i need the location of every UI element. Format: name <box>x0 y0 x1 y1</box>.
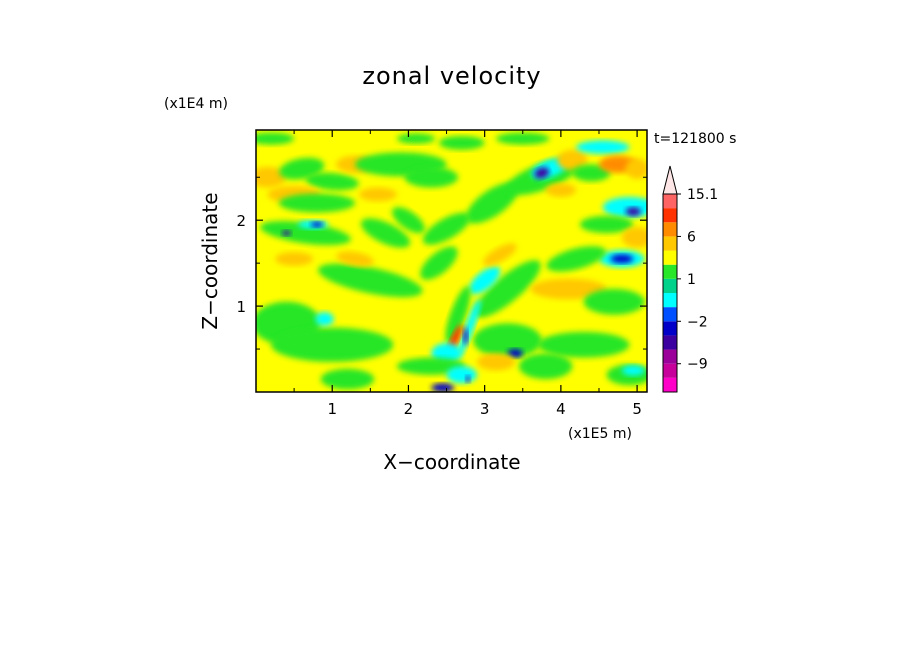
field-blob <box>466 182 519 224</box>
x-unit-label: (x1E5 m) <box>568 426 632 442</box>
colorbar-band <box>663 321 677 336</box>
colorbar-band <box>663 236 677 251</box>
field-blob <box>271 327 394 362</box>
field-blob <box>572 164 611 182</box>
field-blob <box>583 288 645 315</box>
field-blob <box>361 218 411 248</box>
y-axis-ticks: 12 <box>236 176 647 350</box>
x-tick-label: 3 <box>480 400 490 418</box>
colorbar-band <box>663 208 677 223</box>
field-blob <box>275 251 314 266</box>
field-blob <box>438 136 485 150</box>
field-blob <box>530 278 607 300</box>
colorbar-band <box>663 250 677 265</box>
field-blob <box>397 133 436 144</box>
field-blob <box>507 349 523 358</box>
field-blob <box>545 183 577 198</box>
colorbar-band <box>663 293 677 308</box>
colorbar-tick-label: −9 <box>687 357 708 373</box>
y-unit-label: (x1E4 m) <box>164 96 228 112</box>
field-blob <box>473 323 542 358</box>
colorbar-band <box>663 307 677 322</box>
field-blob <box>315 312 334 326</box>
field-blob <box>625 207 641 216</box>
colorbar-band <box>663 335 677 350</box>
field-blob <box>256 166 287 188</box>
x-tick-label: 1 <box>327 400 337 418</box>
x-tick-label: 5 <box>632 400 642 418</box>
chart-title: zonal velocity <box>362 62 541 90</box>
field-blob <box>546 246 606 272</box>
field-blob <box>431 383 455 392</box>
colorbar-tick-label: 6 <box>687 229 696 245</box>
colorbar-band <box>663 377 677 392</box>
y-tick-label: 2 <box>236 212 246 230</box>
field-blob <box>465 375 471 383</box>
colorbar-extension <box>662 165 678 195</box>
field-blob <box>483 243 517 266</box>
colorbar-band <box>663 363 677 378</box>
field-blob <box>469 266 501 295</box>
x-tick-label: 2 <box>404 400 414 418</box>
field-blob <box>610 254 634 264</box>
y-axis-label: Z−coordinate <box>198 192 222 329</box>
field-blob <box>534 167 550 179</box>
field-blob <box>281 230 292 236</box>
field-blob <box>496 132 550 145</box>
field-blob <box>557 149 588 171</box>
field-blob <box>392 207 425 234</box>
field-blob <box>318 263 423 298</box>
colorbar: 15.1 6 1 −2 −9 <box>662 165 718 393</box>
field-blob <box>518 353 573 380</box>
colorbar-band <box>663 349 677 364</box>
colorbar-band <box>663 222 677 237</box>
field-blob <box>420 246 458 280</box>
field-blob <box>458 299 481 356</box>
colorbar-band <box>663 194 677 209</box>
colorbar-band <box>663 264 677 279</box>
field-blob <box>446 366 478 384</box>
field-blob <box>477 353 516 371</box>
colorbar-tick-label: 1 <box>687 272 696 288</box>
colorbar-tick-label: −2 <box>687 314 708 330</box>
field-blob <box>463 327 468 345</box>
field-blob <box>358 187 398 202</box>
field-blob <box>621 365 645 376</box>
plot-frame <box>255 129 648 393</box>
field-blob <box>310 221 324 228</box>
colorbar-tick-label: 15.1 <box>687 187 718 203</box>
field-blob <box>625 158 647 179</box>
field-blob <box>305 172 359 191</box>
field-blob <box>422 212 471 245</box>
field-blob <box>538 331 630 358</box>
field-blob <box>260 221 351 246</box>
field-blob <box>278 193 356 213</box>
x-tick-label: 4 <box>556 400 566 418</box>
colorbar-band <box>663 278 677 293</box>
field-blob <box>445 286 471 344</box>
field-blob <box>320 368 375 390</box>
time-label: t=121800 s <box>654 131 736 147</box>
field-blob <box>576 140 630 155</box>
y-tick-label: 1 <box>236 298 246 316</box>
field-blob <box>404 166 458 188</box>
field-blob <box>336 251 374 267</box>
field-blob <box>621 227 647 248</box>
field-blob <box>579 215 634 234</box>
x-axis-ticks: 1 2 3 4 5 <box>293 130 642 418</box>
field-blob <box>474 260 541 318</box>
field-blob <box>397 357 466 375</box>
field-blob <box>256 132 295 145</box>
colorbar-frame <box>662 193 678 393</box>
velocity-field <box>256 130 647 392</box>
x-axis-label: X−coordinate <box>383 450 520 474</box>
